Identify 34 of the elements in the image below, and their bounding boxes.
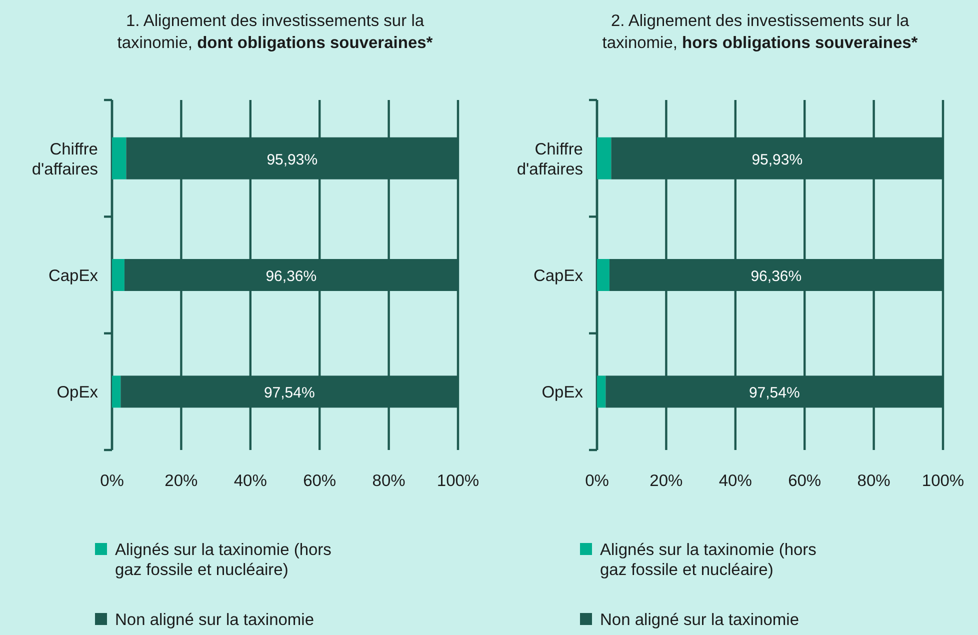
chart-title: 2. Alignement des investissements sur la taxinomie, hors obligations souveraines* (602, 12, 918, 52)
legend-label: Non aligné sur la taxinomie (600, 611, 800, 629)
x-tick-label: 40% (234, 472, 268, 490)
bar (112, 376, 121, 408)
y-tick-label: Chiffre d'affaires (32, 140, 98, 178)
x-tick-label: 100% (922, 472, 964, 490)
x-tick-label: 0% (100, 472, 124, 490)
y-tick-label: CapEx (48, 267, 99, 285)
y-tick-label: OpEx (542, 384, 584, 402)
legend-label: Alignés sur la taxinomie (hors gaz fossile et nucléaire) (115, 541, 332, 579)
y-tick-label: OpEx (56, 384, 99, 402)
legend-label: Alignés sur la taxinomie (hors gaz fossile et nucléaire) (600, 541, 816, 579)
x-tick-label: 80% (857, 472, 891, 490)
x-tick-label: 100% (436, 472, 480, 490)
data-label: 96,36% (266, 268, 317, 285)
y-tick-label: Chiffre d'affaires (516, 140, 583, 178)
data-label: 97,54% (264, 384, 315, 402)
data-label: 95,93% (266, 151, 318, 168)
x-tick-label: 60% (303, 472, 336, 490)
x-tick-label: 40% (718, 472, 752, 490)
legend-label: Non aligné sur la taxinomie (115, 611, 314, 629)
data-label: 96,36% (750, 268, 802, 285)
chart-title: 1. Alignement des investissements sur la taxinomie, dont obligations souveraines* (117, 12, 433, 52)
x-tick-label: 0% (585, 472, 610, 490)
x-tick-label: 20% (650, 472, 684, 490)
bar (597, 259, 610, 291)
x-tick-label: 60% (788, 472, 822, 490)
data-label: 97,54% (748, 384, 800, 402)
bar (112, 259, 124, 291)
y-tick-label: CapEx (533, 267, 584, 285)
data-label: 95,93% (752, 151, 803, 168)
x-tick-label: 80% (372, 472, 406, 490)
bar (597, 376, 606, 408)
x-tick-label: 20% (164, 472, 198, 490)
